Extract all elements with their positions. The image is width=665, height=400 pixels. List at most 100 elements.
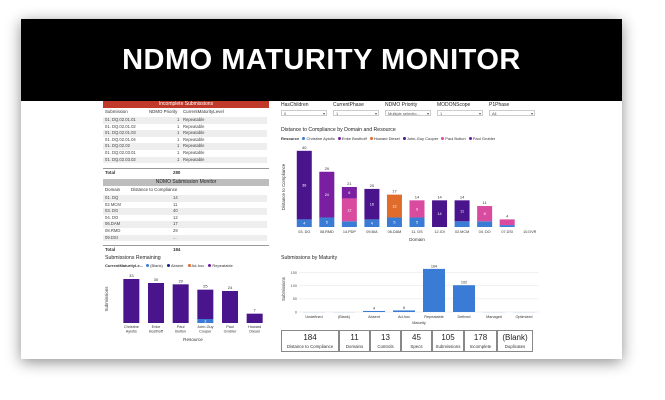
table-cell: 1: [177, 143, 180, 149]
data-label: 4: [371, 222, 373, 226]
bar[interactable]: [123, 279, 140, 323]
bar[interactable]: [454, 200, 470, 222]
table-row[interactable]: 08.RMD 29: [103, 228, 267, 235]
kpi-card[interactable]: 105 Submissions: [432, 330, 464, 352]
table-cell: 14: [173, 195, 178, 200]
legend-item-absent[interactable]: Absent: [166, 263, 183, 268]
table-row[interactable]: 01. DQ.02.03.02 1 Repeatable: [103, 156, 267, 164]
kpi-card[interactable]: 11 Domains: [339, 330, 370, 352]
table-row[interactable]: 09.DSI...: [103, 234, 267, 242]
table-cell: ...: [173, 234, 177, 240]
bar[interactable]: [197, 319, 214, 323]
x-tick-label: Ad-hoc: [398, 315, 410, 319]
column-header[interactable]: Distance to Compliance: [131, 187, 178, 192]
legend-item-enke-bosthoff[interactable]: Enke Bosthoff: [337, 136, 367, 141]
legend-item-paul-grobler[interactable]: Paul Grobler: [468, 136, 495, 141]
column-header[interactable]: CurrentMaturityLevel: [183, 109, 224, 114]
bar[interactable]: [319, 171, 335, 218]
table-row[interactable]: 01. DQ.02.01.03 1 Repeatable: [103, 130, 267, 137]
bar[interactable]: [454, 221, 470, 227]
table-cell: 03. DG: [105, 208, 119, 214]
column-header[interactable]: Domain: [105, 187, 121, 192]
bar[interactable]: [477, 221, 493, 227]
table-row[interactable]: 01. DQ.02.01.02 1 Repeatable: [103, 124, 267, 131]
bar[interactable]: [477, 206, 493, 222]
table-cell: 1: [177, 136, 180, 142]
bar[interactable]: [246, 313, 263, 323]
column-header[interactable]: NDMO Priority: [149, 109, 178, 114]
bar[interactable]: [409, 200, 425, 218]
bar[interactable]: [499, 219, 515, 226]
filter-dropdown[interactable]: 1 ▾: [333, 110, 379, 116]
x-tick-label: 14.PDP: [343, 230, 357, 234]
kpi-card[interactable]: 45 Specs: [401, 330, 432, 352]
bar[interactable]: [364, 188, 380, 220]
bar[interactable]: [319, 217, 335, 227]
bar[interactable]: [386, 217, 402, 227]
bar[interactable]: [296, 219, 312, 227]
bar[interactable]: [172, 284, 189, 323]
bar[interactable]: [296, 150, 312, 220]
bar[interactable]: [197, 289, 214, 319]
total-label: 14: [460, 194, 465, 199]
total-label: 29: [178, 278, 183, 283]
compliance-chart-title: Distance to Compliance by Domain and Res…: [281, 127, 396, 133]
bar[interactable]: [363, 310, 385, 312]
legend-item-adhoc[interactable]: Ad-hoc: [187, 263, 204, 268]
table-row[interactable]: 01. DQ.02.03.01 1 Repeatable: [103, 150, 267, 157]
table-row[interactable]: 02.MCM 11: [103, 202, 267, 209]
y-axis-label: Distance to Compliance: [281, 163, 286, 210]
filter-modonscope: MODONScope 1 ▾: [437, 102, 483, 116]
bar[interactable]: [341, 221, 357, 227]
table-row[interactable]: 01. DQ.02.01.01 1 Repeatable: [103, 117, 267, 124]
x-tick-label: 10.DVR: [523, 230, 537, 234]
bar[interactable]: [386, 194, 402, 218]
legend-item-howard-diesel[interactable]: Howard Diesel: [369, 136, 400, 141]
data-label: 5: [393, 221, 395, 225]
x-axis-label: Domain: [409, 237, 425, 242]
filter-dropdown[interactable]: All ▾: [489, 110, 535, 116]
table-row[interactable]: 01. DQ.02.02 1 Repeatable: [103, 143, 267, 150]
bar[interactable]: [432, 200, 448, 227]
legend-item-blank[interactable]: (Blank): [146, 263, 163, 268]
legend-item-paul-bolton[interactable]: Paul Bolton: [441, 136, 466, 141]
bar[interactable]: [364, 219, 380, 227]
bar[interactable]: [222, 291, 238, 323]
legend-item-john-guy-cooper[interactable]: John-Guy Cooper: [402, 136, 438, 141]
table-row[interactable]: 06.DAM 17: [103, 221, 267, 228]
table-cell: 09.DSI: [105, 234, 118, 240]
legend-item-christine-ayiotis[interactable]: Christine Ayiotis: [302, 136, 335, 141]
legend-item-repeatable[interactable]: Repeatable: [208, 263, 233, 268]
x-tick-label: Repeatable: [424, 315, 443, 319]
kpi-card[interactable]: 184 Distance to Compliance: [281, 330, 339, 352]
bar[interactable]: [453, 285, 475, 312]
bar[interactable]: [409, 217, 425, 227]
filter-dropdown[interactable]: 1 ▾: [437, 110, 483, 116]
filter-label: CurrentPhase: [333, 102, 364, 108]
table-row[interactable]: 01. DQ 14: [103, 195, 267, 202]
bar[interactable]: [499, 225, 515, 227]
kpi-label: Duplicates: [504, 344, 526, 349]
kpi-card[interactable]: (Blank) Duplicates: [497, 330, 533, 352]
bar[interactable]: [393, 310, 415, 312]
table-row[interactable]: 03. DG 40: [103, 208, 267, 215]
bar[interactable]: [148, 283, 164, 323]
incomplete-table-body: 01. DQ.02.01.01 1 Repeatable 01. DQ.02.01.0…: [103, 117, 269, 165]
filter-dropdown[interactable]: 0 ▾: [281, 110, 327, 116]
table-cell: Repeatable: [183, 150, 205, 155]
bar[interactable]: [423, 268, 445, 312]
kpi-card[interactable]: 178 Incomplete: [464, 330, 497, 352]
compliance-chart: Distance to Compliance 4 36 40 03. DG 5 24 29 08…: [281, 145, 537, 242]
table-row[interactable]: 01. DQ.02.01.04 1 Repeatable: [103, 137, 267, 144]
compliance-legend: Resource Christine Ayiotis Enke Bosthoff H…: [281, 136, 498, 141]
bar[interactable]: [341, 187, 357, 199]
table-row[interactable]: 04. DO 12: [103, 215, 267, 222]
filter-dropdown[interactable]: Multiple selectio... ▾: [385, 110, 431, 116]
total-label: 29: [325, 166, 330, 171]
bar[interactable]: [341, 198, 357, 222]
column-header[interactable]: Submission: [105, 109, 128, 114]
remaining-legend: CurrentMaturityLe... (Blank) Absent Ad-h…: [105, 263, 236, 268]
table-cell: Repeatable: [183, 143, 205, 149]
data-label: 12: [347, 208, 351, 212]
kpi-card[interactable]: 13 Controls: [370, 330, 401, 352]
